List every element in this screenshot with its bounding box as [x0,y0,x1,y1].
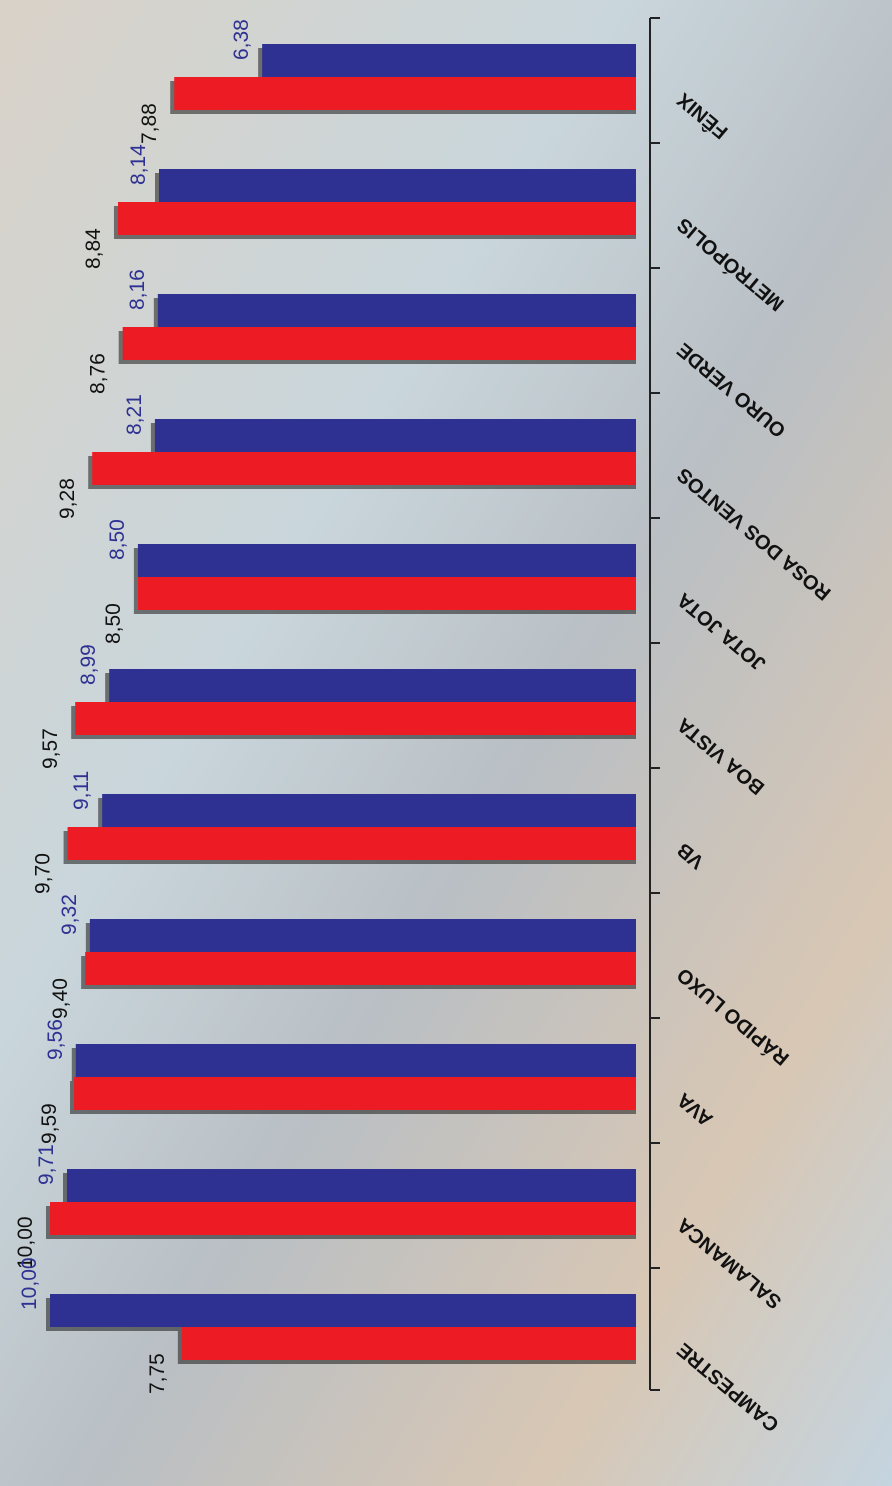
bar [89,919,636,952]
bar [137,577,636,610]
bar [181,1327,636,1360]
value-label: 10,00 [14,1216,37,1269]
value-label: 7,75 [146,1353,169,1394]
bar [50,1294,636,1327]
value-label: 8,84 [82,228,105,269]
value-label: 7,88 [138,103,161,144]
bar [75,702,636,735]
bar [122,327,636,360]
bar [109,669,637,702]
value-label: 9,57 [39,728,62,769]
value-label: 9,11 [70,771,93,810]
bar [102,794,637,827]
value-label: 9,32 [58,894,81,935]
value-label: 9,28 [56,478,79,519]
bar [117,202,636,235]
value-label: 9,70 [32,853,55,894]
value-label: 9,56 [44,1019,67,1060]
bar [75,1044,636,1077]
value-label: 9,40 [49,978,72,1019]
bar [158,169,636,202]
value-label: 8,21 [123,394,146,435]
value-label: 8,16 [126,269,149,310]
bar [92,452,636,485]
value-label: 8,76 [87,353,110,394]
bar [154,419,637,452]
value-label: 6,38 [230,19,253,60]
bar [85,952,636,985]
value-label: 10,00 [18,1257,41,1310]
bar [174,77,636,110]
value-label: 8,99 [77,644,100,685]
value-label: 8,14 [127,144,150,185]
bar [66,1169,636,1202]
bar [157,294,636,327]
value-label: 8,50 [102,603,125,644]
bar [67,827,636,860]
value-label: 8,50 [106,519,129,560]
value-label: 9,71 [35,1144,58,1185]
bar [262,44,636,77]
bar [74,1077,636,1110]
value-label: 9,59 [38,1103,61,1144]
bar [137,544,636,577]
bar [50,1202,636,1235]
